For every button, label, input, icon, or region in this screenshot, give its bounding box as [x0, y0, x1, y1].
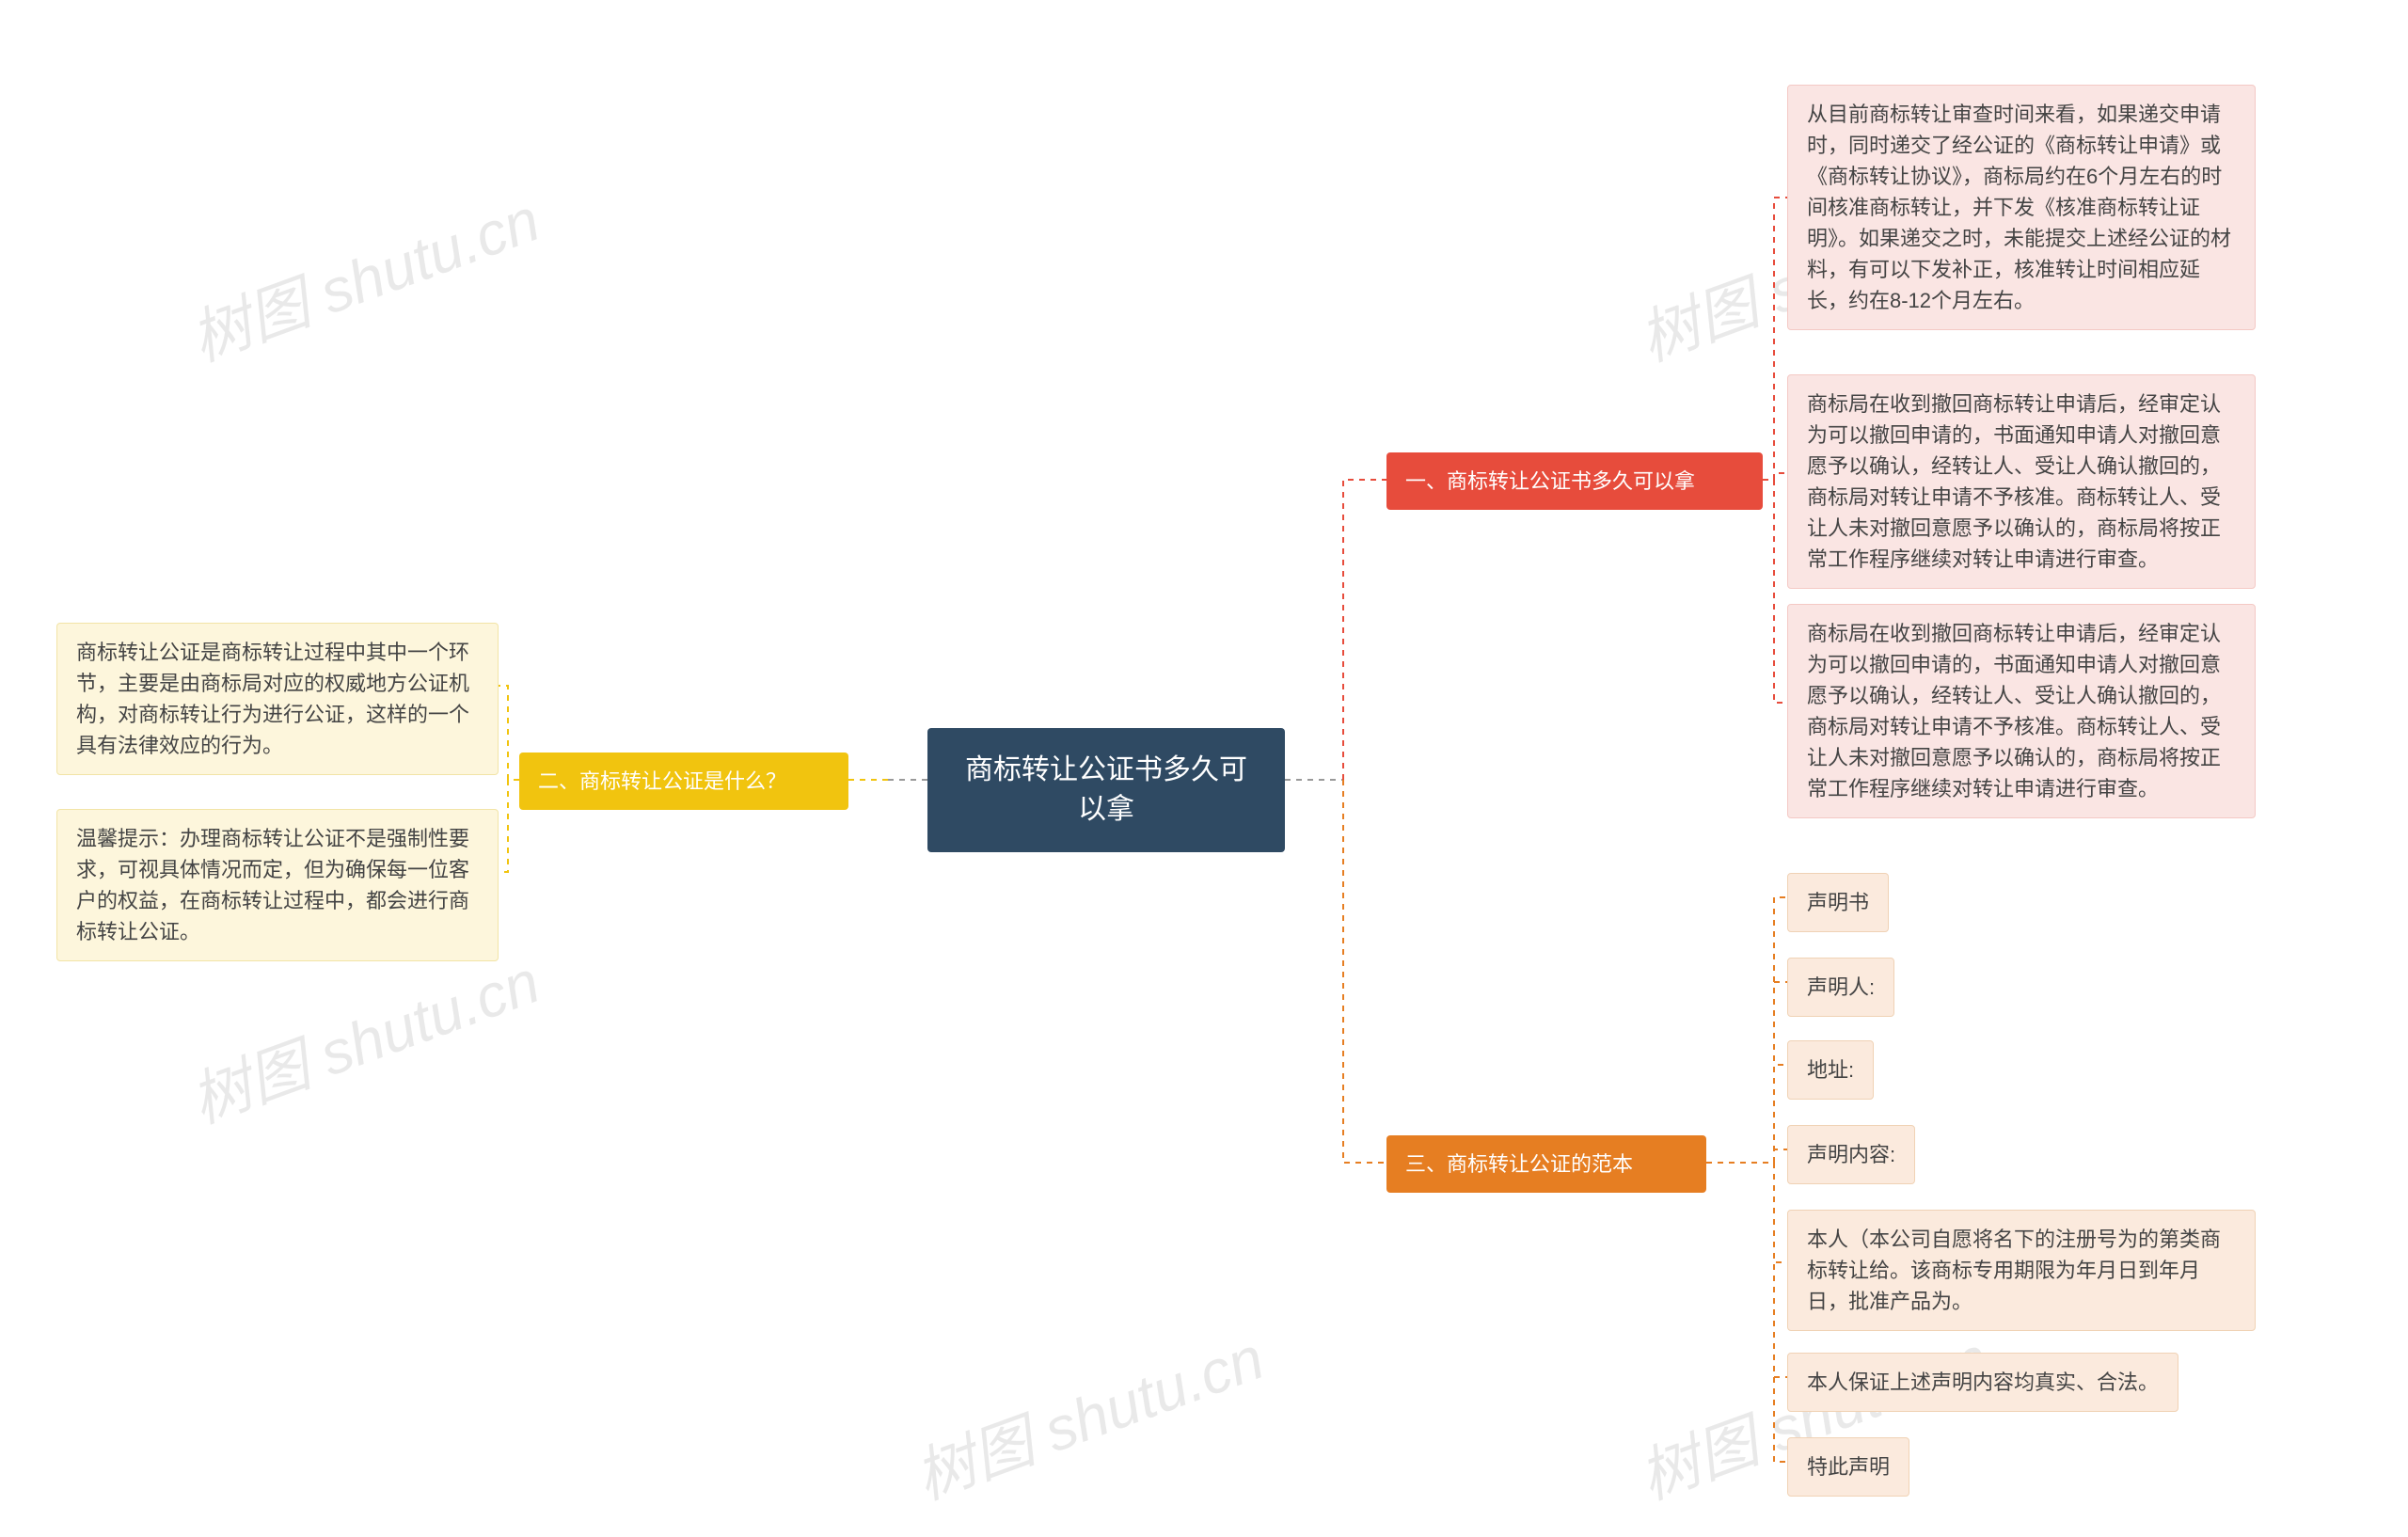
- leaf-node[interactable]: 声明内容:: [1787, 1125, 1915, 1184]
- leaf-text: 声明书: [1807, 891, 1869, 914]
- leaf-text: 声明内容:: [1807, 1143, 1895, 1166]
- leaf-node[interactable]: 声明书: [1787, 873, 1889, 932]
- branch-label: 一、商标转让公证书多久可以拿: [1405, 469, 1695, 493]
- leaf-text: 本人保证上述声明内容均真实、合法。: [1807, 1371, 2159, 1394]
- leaf-node[interactable]: 温馨提示：办理商标转让公证不是强制性要求，可视具体情况而定，但为确保每一位客户的…: [56, 809, 499, 961]
- leaf-node[interactable]: 商标局在收到撤回商标转让申请后，经审定认为可以撤回申请的，书面通知申请人对撤回意…: [1787, 604, 2256, 818]
- leaf-text: 声明人:: [1807, 975, 1875, 999]
- leaf-text: 商标转让公证是商标转让过程中其中一个环节，主要是由商标局对应的权威地方公证机构，…: [76, 641, 469, 757]
- branch-node-1[interactable]: 一、商标转让公证书多久可以拿: [1386, 452, 1763, 510]
- leaf-node[interactable]: 从目前商标转让审查时间来看，如果递交申请时，同时递交了经公证的《商标转让申请》或…: [1787, 85, 2256, 330]
- leaf-node[interactable]: 地址:: [1787, 1040, 1874, 1100]
- leaf-text: 地址:: [1807, 1058, 1854, 1082]
- root-node[interactable]: 商标转让公证书多久可以拿: [927, 728, 1285, 852]
- branch-label: 二、商标转让公证是什么？: [538, 769, 786, 793]
- leaf-node[interactable]: 特此声明: [1787, 1437, 1909, 1497]
- leaf-text: 商标局在收到撤回商标转让申请后，经审定认为可以撤回申请的，书面通知申请人对撤回意…: [1807, 392, 2221, 571]
- leaf-node[interactable]: 声明人:: [1787, 958, 1894, 1017]
- leaf-text: 温馨提示：办理商标转让公证不是强制性要求，可视具体情况而定，但为确保每一位客户的…: [76, 827, 469, 943]
- leaf-text: 特此声明: [1807, 1455, 1890, 1479]
- leaf-text: 从目前商标转让审查时间来看，如果递交申请时，同时递交了经公证的《商标转让申请》或…: [1807, 103, 2231, 312]
- leaf-node[interactable]: 本人（本公司自愿将名下的注册号为的第类商标转让给。该商标专用期限为年月日到年月日…: [1787, 1210, 2256, 1331]
- root-label: 商标转让公证书多久可以拿: [965, 754, 1247, 825]
- leaf-node[interactable]: 商标转让公证是商标转让过程中其中一个环节，主要是由商标局对应的权威地方公证机构，…: [56, 623, 499, 775]
- leaf-node[interactable]: 商标局在收到撤回商标转让申请后，经审定认为可以撤回申请的，书面通知申请人对撤回意…: [1787, 374, 2256, 589]
- branch-node-3[interactable]: 三、商标转让公证的范本: [1386, 1135, 1706, 1193]
- leaf-text: 商标局在收到撤回商标转让申请后，经审定认为可以撤回申请的，书面通知申请人对撤回意…: [1807, 622, 2221, 800]
- leaf-text: 本人（本公司自愿将名下的注册号为的第类商标转让给。该商标专用期限为年月日到年月日…: [1807, 1228, 2221, 1313]
- branch-node-2[interactable]: 二、商标转让公证是什么？: [519, 753, 848, 810]
- branch-label: 三、商标转让公证的范本: [1405, 1152, 1633, 1176]
- leaf-node[interactable]: 本人保证上述声明内容均真实、合法。: [1787, 1353, 2178, 1412]
